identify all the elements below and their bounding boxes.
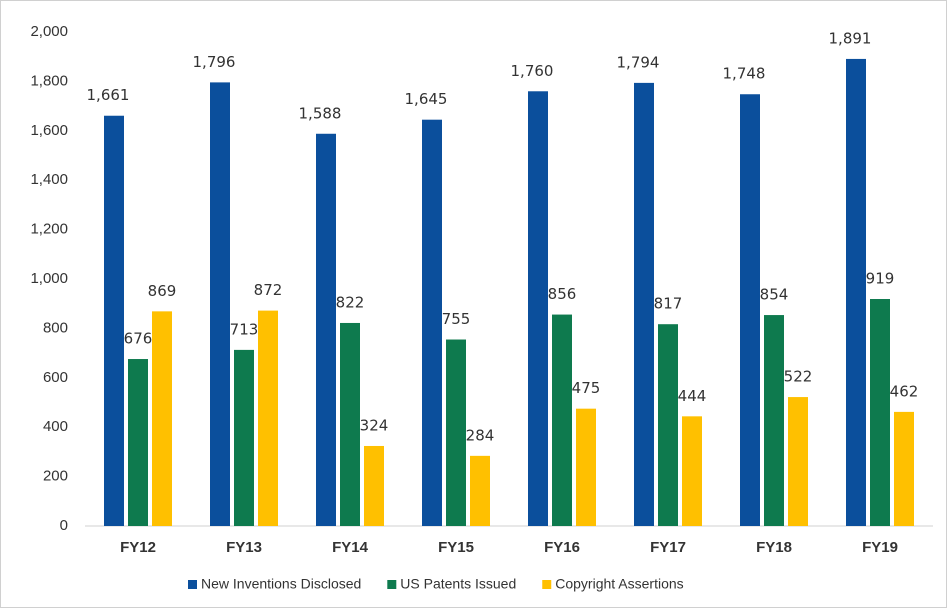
bar	[740, 94, 760, 526]
data-label: 919	[866, 270, 895, 288]
legend-label: New Inventions Disclosed	[201, 576, 361, 592]
data-label: 869	[148, 282, 177, 300]
bar	[764, 315, 784, 526]
data-label: 462	[890, 382, 919, 400]
data-label: 475	[572, 379, 601, 397]
data-label: 444	[678, 387, 707, 405]
bar	[422, 119, 442, 526]
data-label: 1,760	[511, 62, 554, 80]
y-tick-label: 1,000	[30, 270, 68, 287]
bar	[634, 82, 654, 526]
bar	[128, 359, 148, 526]
bar	[104, 115, 124, 526]
bar	[788, 397, 808, 526]
data-label: 856	[548, 285, 577, 303]
data-label: 1,796	[193, 53, 236, 71]
bar	[528, 91, 548, 526]
y-tick-label: 1,200	[30, 221, 68, 238]
data-label: 284	[466, 426, 495, 444]
bar	[316, 133, 336, 527]
x-tick-label: FY13	[226, 539, 262, 556]
x-tick-label: FY15	[438, 539, 474, 556]
x-tick-label: FY14	[332, 539, 369, 556]
x-tick-label: FY19	[862, 539, 898, 556]
bar	[846, 58, 866, 526]
legend-swatch	[387, 580, 397, 589]
data-label: 713	[230, 320, 259, 338]
bar	[364, 445, 384, 526]
y-tick-label: 1,400	[30, 171, 68, 188]
y-tick-label: 0	[60, 517, 68, 534]
x-tick-label: FY16	[544, 539, 580, 556]
y-tick-label: 2,000	[30, 23, 68, 40]
legend-swatch	[542, 580, 552, 589]
y-tick-label: 1,600	[30, 122, 68, 139]
x-tick-label: FY12	[120, 539, 156, 556]
data-label: 324	[360, 416, 389, 434]
bar	[446, 339, 466, 526]
bar	[152, 311, 172, 526]
data-label: 817	[654, 295, 683, 313]
bar	[340, 322, 360, 526]
data-label: 1,661	[87, 86, 130, 104]
bar	[470, 455, 490, 526]
y-tick-label: 600	[43, 369, 68, 386]
y-tick-label: 800	[43, 319, 68, 336]
data-label: 1,645	[405, 90, 448, 108]
y-tick-label: 200	[43, 468, 68, 485]
data-label: 854	[760, 286, 789, 304]
legend-swatch	[188, 580, 197, 589]
data-label: 1,588	[299, 104, 342, 122]
bar	[576, 408, 596, 526]
legend-label: US Patents Issued	[400, 576, 516, 592]
data-label: 1,748	[723, 65, 766, 83]
data-label: 872	[254, 281, 283, 299]
bar	[210, 82, 230, 526]
bar	[658, 324, 678, 526]
bar	[894, 411, 914, 526]
legend-label: Copyright Assertions	[555, 576, 683, 592]
data-label: 522	[784, 368, 813, 386]
y-tick-label: 400	[43, 418, 68, 435]
bar	[682, 416, 702, 526]
data-label: 755	[442, 310, 471, 328]
data-label: 676	[124, 330, 153, 348]
bar	[258, 310, 278, 526]
bar	[234, 349, 254, 526]
bar	[552, 314, 572, 526]
y-tick-label: 1,800	[30, 72, 68, 89]
x-tick-label: FY18	[756, 539, 792, 556]
data-label: 1,794	[617, 53, 660, 71]
data-label: 822	[336, 293, 365, 311]
data-label: 1,891	[829, 29, 872, 47]
bar	[870, 299, 890, 526]
x-tick-label: FY17	[650, 539, 686, 556]
